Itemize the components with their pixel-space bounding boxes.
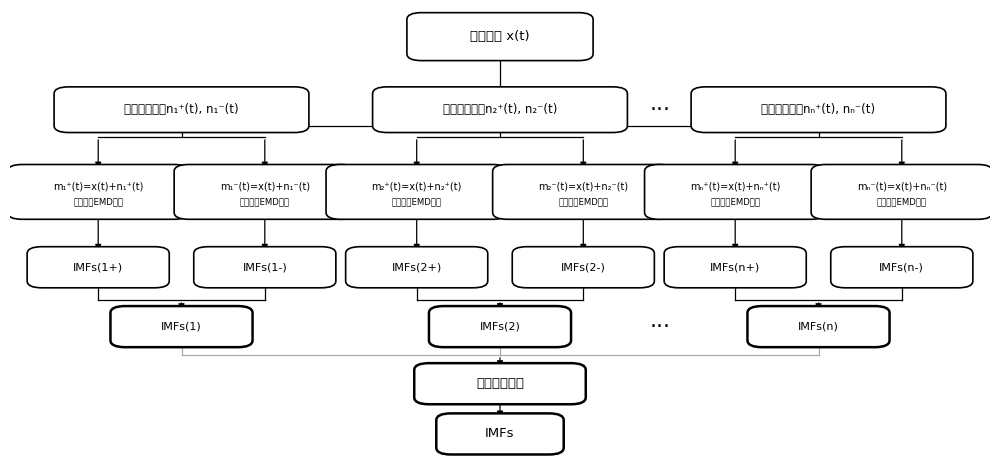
FancyBboxPatch shape (747, 306, 890, 347)
FancyBboxPatch shape (645, 164, 826, 219)
Text: 对其进行EMD分解: 对其进行EMD分解 (392, 198, 442, 207)
Text: 对其进行EMD分解: 对其进行EMD分解 (73, 198, 123, 207)
FancyBboxPatch shape (110, 306, 253, 347)
FancyBboxPatch shape (373, 87, 627, 132)
Text: 对其进行EMD分解: 对其进行EMD分解 (710, 198, 760, 207)
Text: IMFs(n-): IMFs(n-) (879, 262, 924, 272)
Text: ···: ··· (649, 316, 670, 336)
Text: 加入正负噪声n₂⁺(t), n₂⁻(t): 加入正负噪声n₂⁺(t), n₂⁻(t) (443, 103, 557, 116)
Text: m₂⁺(t)=x(t)+n₂⁺(t): m₂⁺(t)=x(t)+n₂⁺(t) (372, 182, 462, 192)
Text: IMFs(1+): IMFs(1+) (73, 262, 123, 272)
Text: mₙ⁻(t)=x(t)+nₙ⁻(t): mₙ⁻(t)=x(t)+nₙ⁻(t) (857, 182, 947, 192)
Text: mₙ⁺(t)=x(t)+nₙ⁺(t): mₙ⁺(t)=x(t)+nₙ⁺(t) (690, 182, 780, 192)
Text: IMFs(n): IMFs(n) (798, 322, 839, 332)
FancyBboxPatch shape (326, 164, 507, 219)
FancyBboxPatch shape (346, 247, 488, 288)
Text: 加入正负噪声nₙ⁺(t), nₙ⁻(t): 加入正负噪声nₙ⁺(t), nₙ⁻(t) (761, 103, 876, 116)
Text: IMFs(2-): IMFs(2-) (561, 262, 606, 272)
FancyBboxPatch shape (691, 87, 946, 132)
FancyBboxPatch shape (8, 164, 189, 219)
Text: m₂⁻(t)=x(t)+n₂⁻(t): m₂⁻(t)=x(t)+n₂⁻(t) (538, 182, 628, 192)
FancyBboxPatch shape (811, 164, 992, 219)
FancyBboxPatch shape (429, 306, 571, 347)
FancyBboxPatch shape (27, 247, 169, 288)
Text: IMFs(2): IMFs(2) (480, 322, 520, 332)
Text: 集成平均计算: 集成平均计算 (476, 377, 524, 390)
Text: IMFs(2+): IMFs(2+) (392, 262, 442, 272)
Text: IMFs(1-): IMFs(1-) (242, 262, 287, 272)
FancyBboxPatch shape (512, 247, 654, 288)
Text: 对其进行EMD分解: 对其进行EMD分解 (240, 198, 290, 207)
Text: m₁⁺(t)=x(t)+n₁⁺(t): m₁⁺(t)=x(t)+n₁⁺(t) (53, 182, 143, 192)
FancyBboxPatch shape (493, 164, 674, 219)
Text: 股票序列 x(t): 股票序列 x(t) (470, 30, 530, 43)
FancyBboxPatch shape (436, 413, 564, 454)
Text: IMFs: IMFs (485, 427, 515, 440)
FancyBboxPatch shape (414, 363, 586, 404)
FancyBboxPatch shape (54, 87, 309, 132)
FancyBboxPatch shape (664, 247, 806, 288)
Text: IMFs(n+): IMFs(n+) (710, 262, 760, 272)
Text: ···: ··· (649, 100, 670, 120)
FancyBboxPatch shape (831, 247, 973, 288)
Text: IMFs(1): IMFs(1) (161, 322, 202, 332)
Text: 对其进行EMD分解: 对其进行EMD分解 (558, 198, 608, 207)
FancyBboxPatch shape (174, 164, 355, 219)
FancyBboxPatch shape (194, 247, 336, 288)
Text: m₁⁻(t)=x(t)+n₁⁻(t): m₁⁻(t)=x(t)+n₁⁻(t) (220, 182, 310, 192)
Text: 对其进行EMD分解: 对其进行EMD分解 (877, 198, 927, 207)
Text: 加入正负噪声n₁⁺(t), n₁⁻(t): 加入正负噪声n₁⁺(t), n₁⁻(t) (124, 103, 239, 116)
FancyBboxPatch shape (407, 13, 593, 61)
